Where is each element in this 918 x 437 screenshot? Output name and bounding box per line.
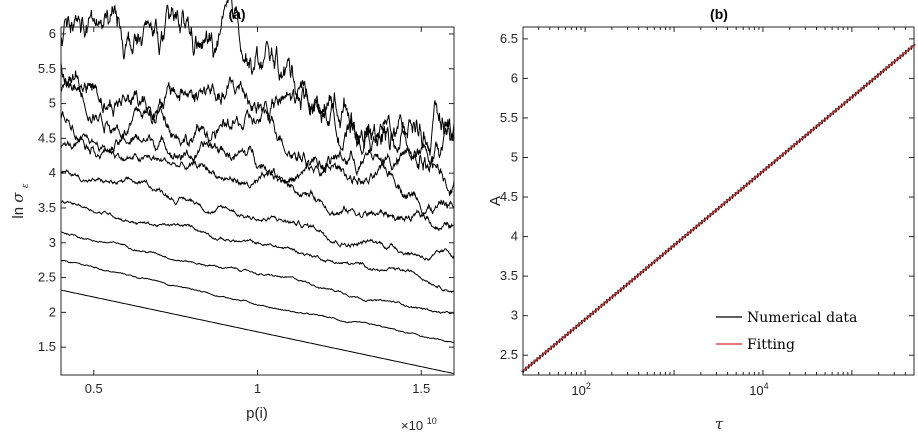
panel-a-series-line-5 — [60, 169, 455, 261]
panel-b-x-tick-label: 104 — [749, 381, 768, 398]
x-multiplier-base: ×10 — [401, 418, 423, 433]
panel-a-y-tick-label: 4.5 — [38, 130, 56, 145]
panel-a-y-ticks: 1.5 2 2.5 3 3.5 4 4.5 5 5.5 6 — [38, 26, 454, 354]
panel-a-x-tick-label: 0.5 — [85, 381, 103, 396]
panel-b: (b) 102 104 2.5 3 3.5 4 4.5 5 5.5 6 6.5 τ A Numer… — [487, 6, 916, 433]
panel-b-y-tick-label: 5 — [511, 150, 518, 165]
panel-b-y-tick-label: 3.5 — [500, 268, 518, 283]
panel-a-y-tick-label: 6 — [49, 26, 56, 41]
panel-a-series-line-4 — [60, 199, 455, 294]
panel-a-series-line-3 — [60, 231, 455, 315]
panel-b-y-tick-label: 6 — [511, 70, 518, 85]
panel-b-y-label: A — [487, 196, 504, 206]
legend-label-numerical: Numerical data — [747, 310, 857, 326]
panel-a-x-ticks: 0.5 1 1.5 — [85, 27, 430, 396]
panel-a-x-tick-label: 1 — [254, 381, 261, 396]
panel-a-series-group — [60, 0, 455, 375]
panel-a-series-line-7 — [60, 111, 455, 215]
panel-a-series-line-10 — [60, 0, 455, 156]
y-label-ln: ln — [10, 207, 27, 219]
panel-a-y-tick-label: 3.5 — [38, 200, 56, 215]
panel-a: (a) 0.5 1 1.5 1.522.533.544.555.56 p(i) ln… — [9, 0, 455, 433]
y-label-sigma: σ — [9, 192, 27, 203]
panel-b-y-tick-label: 4.5 — [500, 189, 518, 204]
panel-a-series-line-2 — [60, 259, 455, 343]
panel-a-y-label: ln σ ε — [9, 183, 31, 218]
panel-b-y-tick-label: 3 — [511, 308, 518, 323]
panel-a-series-line-8 — [60, 78, 455, 197]
panel-a-y-tick-label: 1.5 — [38, 339, 56, 354]
panel-b-title: (b) — [710, 6, 728, 22]
panel-b-fitting-line — [522, 44, 915, 372]
panel-b-x-label: τ — [715, 415, 724, 433]
panel-b-y-ticks: 2.5 3 3.5 4 4.5 5 5.5 6 6.5 — [500, 31, 914, 362]
panel-a-series-line-1 — [60, 289, 455, 375]
panel-a-series-line-6 — [60, 133, 455, 232]
panel-a-y-tick-label: 2 — [49, 304, 56, 319]
panel-b-x-tick-label: 102 — [571, 381, 590, 398]
legend-label-fitting: Fitting — [747, 337, 795, 353]
x-multiplier-label: ×10 10 — [401, 416, 437, 433]
y-label-subscript: ε — [21, 183, 31, 188]
panel-a-series-line-9 — [60, 62, 455, 174]
panel-a-x-tick-label: 1.5 — [412, 381, 430, 396]
panel-b-axes-frame — [522, 26, 915, 376]
panel-a-x-label: p(i) — [246, 405, 268, 422]
panel-b-x-ticks: 102 104 — [522, 27, 915, 398]
panel-b-y-tick-label: 2.5 — [500, 347, 518, 362]
panel-a-y-tick-label: 3 — [49, 235, 56, 250]
panel-b-y-tick-label: 4 — [511, 229, 518, 244]
x-multiplier-exponent: 10 — [427, 416, 437, 426]
svg-text:ln σ ε: ln σ ε — [9, 183, 31, 218]
panel-b-y-tick-label: 5.5 — [500, 110, 518, 125]
panel-b-y-tick-label: 6.5 — [500, 31, 518, 46]
panel-a-y-tick-label: 2.5 — [38, 270, 56, 285]
panel-a-y-tick-label: 5.5 — [38, 61, 56, 76]
panel-a-y-tick-label: 4 — [49, 165, 56, 180]
panel-a-y-tick-label: 5 — [49, 96, 56, 111]
panel-b-legend: Numerical data Fitting — [716, 310, 857, 353]
panel-a-axes-frame — [60, 26, 455, 376]
